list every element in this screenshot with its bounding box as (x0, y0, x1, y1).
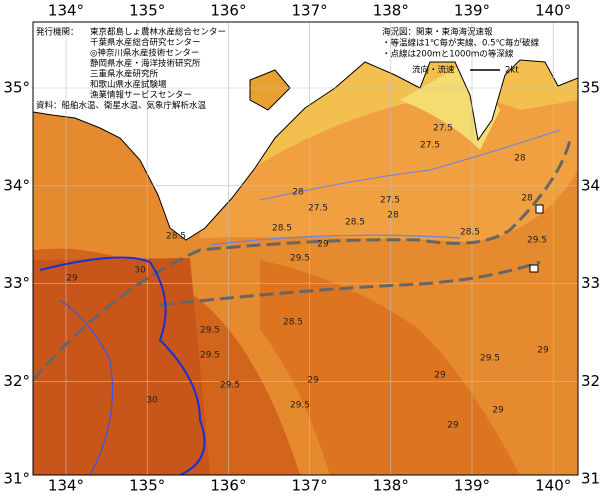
lat-label: 32° (581, 372, 600, 390)
contour-label: 29 (492, 406, 504, 416)
publisher: 千葉県水産総合研究センター (90, 37, 201, 48)
contour-label: 28.5 (345, 218, 365, 228)
bay (249, 69, 291, 111)
lon-label: 140° (535, 2, 571, 20)
contour-label: 27.5 (380, 196, 400, 206)
kuroshio-path (33, 139, 572, 381)
lon-label: 136° (210, 477, 246, 495)
contour-label: 29 (317, 240, 329, 250)
frame (32, 21, 579, 476)
contour-label: 29 (66, 274, 78, 284)
lon-label: 139° (454, 2, 490, 20)
publisher: 東京都島しょ農林水産総合センター (90, 27, 226, 38)
contour-label: 28.5 (272, 224, 292, 234)
current-scale: 2kt (505, 66, 519, 76)
contour-label: 27.5 (433, 124, 453, 134)
publisher: 漁業情報サービスセンター (90, 90, 192, 101)
lat-label: 34° (3, 176, 30, 194)
lon-label: 136° (210, 2, 246, 20)
lon-label: 135° (129, 2, 165, 20)
island (535, 204, 544, 214)
contour-label: 28 (292, 188, 304, 198)
lat-label: 34° (581, 176, 600, 194)
contour-label: 29.5 (200, 326, 220, 336)
publisher: ◎神奈川県水産技術センター (90, 48, 199, 59)
contour-label: 29 (447, 421, 459, 431)
current-legend: 流向・流速 (412, 65, 455, 76)
note: ・等温線は1℃毎が実線、0.5℃毎が破線 (382, 38, 540, 49)
contour-label: 29 (434, 371, 446, 381)
lat-label: 31° (581, 470, 600, 488)
contour-label: 29.5 (220, 381, 240, 391)
publisher: 三重県水産研究所 (90, 69, 159, 80)
lat-label: 35° (3, 79, 30, 97)
publisher: 静岡県水産・海洋技術研究所 (90, 58, 201, 69)
isotherm-30 (39, 256, 206, 475)
lat-label: 32° (3, 372, 30, 390)
contour-label: 28 (521, 194, 533, 204)
contour-label: 28 (514, 154, 526, 164)
contour-label: 29.5 (200, 351, 220, 361)
kuroshio-path (159, 260, 541, 307)
isotherm (259, 129, 561, 201)
lon-label: 137° (292, 477, 328, 495)
lon-label: 138° (373, 477, 409, 495)
contour-label: 29.5 (290, 401, 310, 411)
isotherm (209, 234, 461, 246)
lon-label: 138° (373, 2, 409, 20)
contour-label: 28.5 (460, 228, 480, 238)
contour-label: 30 (146, 396, 158, 406)
lon-label: 140° (535, 477, 571, 495)
contour-label: 29.5 (290, 254, 310, 264)
lat-label: 31° (3, 470, 30, 488)
warm-core (33, 258, 210, 475)
lon-label: 134° (48, 2, 84, 20)
lat-label: 33° (3, 274, 30, 292)
warm-zone (260, 260, 520, 475)
island (529, 264, 539, 273)
note: 海況図：関東・東海海況速報 (382, 27, 493, 38)
contour-label: 29 (307, 376, 319, 386)
lon-label: 135° (129, 477, 165, 495)
publisher-label: 発行機関： (36, 27, 79, 38)
lat-label: 35° (581, 79, 600, 97)
source: 資料：船舶水温、衛星水温、気象庁解析水温 (36, 100, 207, 111)
contour-label: 28.5 (283, 318, 303, 328)
isotherm-30 (59, 299, 114, 475)
lon-label: 139° (454, 477, 490, 495)
note: ・点線は200ｍと1000ｍの等深線 (382, 49, 514, 60)
contour-label: 29 (537, 346, 549, 356)
contour-label: 29.5 (527, 236, 547, 246)
contour-label: 28 (387, 211, 399, 221)
map-body (33, 22, 578, 475)
publisher: 和歌山県水産試験場 (90, 79, 167, 90)
contour-label: 29.5 (480, 354, 500, 364)
lon-label: 137° (292, 2, 328, 20)
contour-label: 27.5 (308, 204, 328, 214)
lon-label: 134° (48, 477, 84, 495)
contour-label: 30 (134, 266, 146, 276)
contour-label: 28.5 (166, 232, 186, 242)
contour-label: 27.5 (420, 141, 440, 151)
lat-label: 33° (581, 274, 600, 292)
